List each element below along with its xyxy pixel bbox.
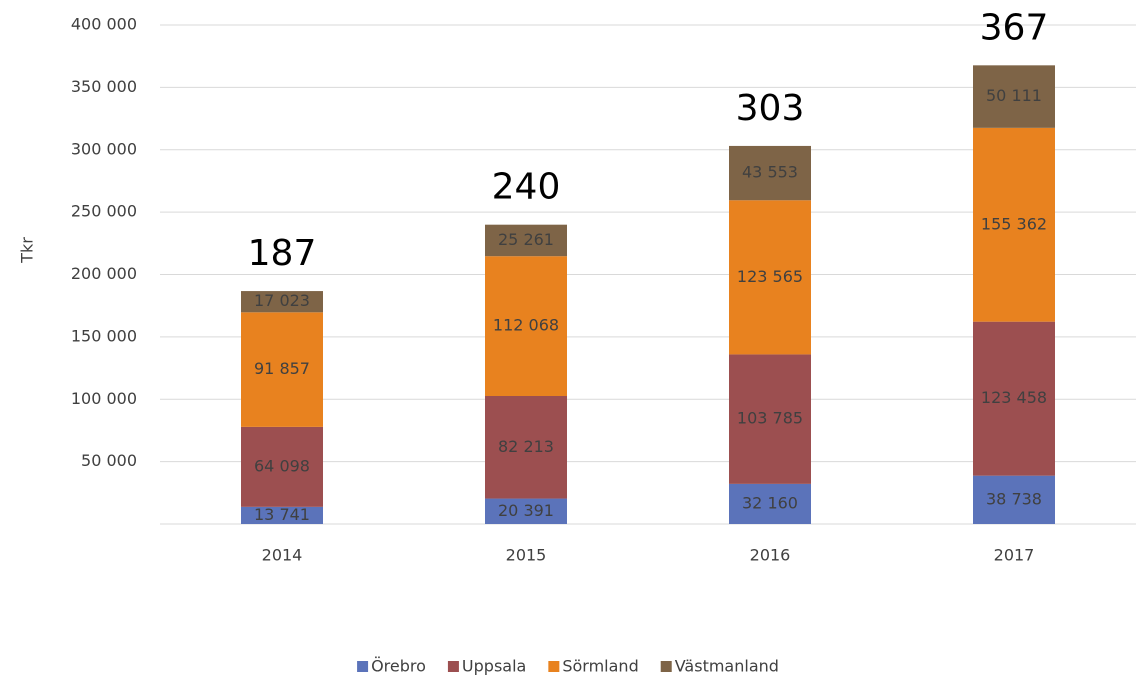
bar-segment <box>729 145 811 201</box>
value-label: 17 023 <box>254 291 310 310</box>
bar-segment <box>973 65 1055 128</box>
bar-segment <box>485 224 567 257</box>
legend-swatch <box>447 661 459 672</box>
value-label: 20 391 <box>498 501 554 520</box>
total-label: 240 <box>492 167 561 208</box>
value-label: 123 458 <box>981 388 1047 407</box>
legend-label: Uppsala <box>462 657 526 676</box>
y-tick-label: 350 000 <box>71 77 137 96</box>
legend: Örebro Uppsala Sörmland Västmanland <box>357 657 779 676</box>
value-label: 43 553 <box>742 163 798 182</box>
bar-segment <box>241 506 323 524</box>
x-tick-label: 2017 <box>994 546 1035 565</box>
legend-label: Sörmland <box>562 657 638 676</box>
y-tick-label: 50 000 <box>81 451 137 470</box>
x-tick-label: 2016 <box>750 546 791 565</box>
y-tick-label: 150 000 <box>71 326 137 345</box>
bar-segment <box>973 127 1055 322</box>
value-label: 38 738 <box>986 489 1042 508</box>
bar-segment <box>485 498 567 524</box>
value-label: 32 160 <box>742 493 798 512</box>
bar-segment <box>241 312 323 427</box>
y-tick-label: 300 000 <box>71 139 137 158</box>
legend-swatch <box>660 661 672 672</box>
value-label: 155 362 <box>981 214 1047 233</box>
bar-segment <box>485 396 567 499</box>
bar-segment <box>241 291 323 313</box>
value-label: 123 565 <box>737 267 803 286</box>
legend-swatch <box>548 661 560 672</box>
bar-segment <box>729 200 811 355</box>
value-label: 82 213 <box>498 437 554 456</box>
x-tick-label: 2014 <box>262 546 303 565</box>
value-label: 13 741 <box>254 505 310 524</box>
bar-segment <box>729 354 811 484</box>
total-label: 187 <box>248 233 317 274</box>
y-tick-label: 250 000 <box>71 202 137 221</box>
bar-segment <box>485 256 567 397</box>
legend-label: Västmanland <box>675 657 779 676</box>
y-tick-label: 400 000 <box>71 15 137 34</box>
value-label: 103 785 <box>737 409 803 428</box>
bar-segment <box>729 483 811 524</box>
bar-segment <box>241 426 323 507</box>
total-label: 303 <box>736 88 805 129</box>
value-label: 64 098 <box>254 456 310 475</box>
y-tick-label: 200 000 <box>71 264 137 283</box>
value-label: 112 068 <box>493 316 559 335</box>
bar-segment <box>973 475 1055 524</box>
legend-label: Örebro <box>371 657 426 676</box>
y-tick-label: 100 000 <box>71 389 137 408</box>
value-label: 25 261 <box>498 230 554 249</box>
legend-swatch <box>357 661 369 672</box>
total-label: 367 <box>980 7 1049 48</box>
bar-segment <box>973 321 1055 476</box>
y-axis-label: Tkr <box>18 237 37 264</box>
x-tick-label: 2015 <box>506 546 547 565</box>
value-label: 50 111 <box>986 86 1042 105</box>
value-label: 91 857 <box>254 359 310 378</box>
